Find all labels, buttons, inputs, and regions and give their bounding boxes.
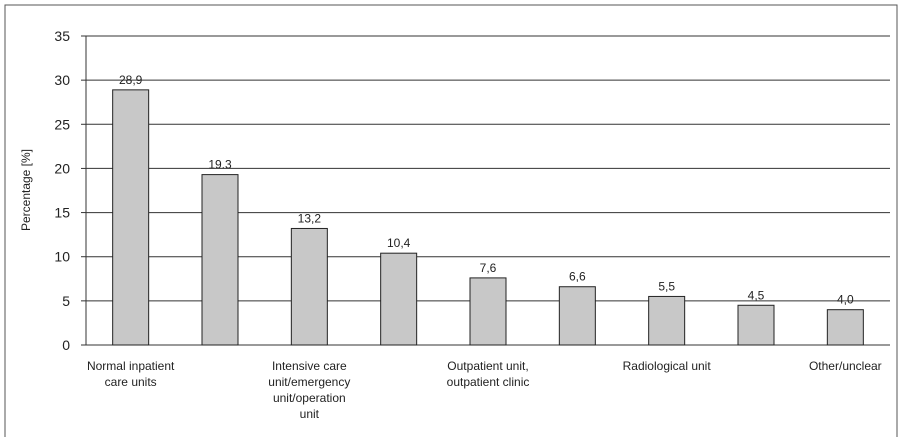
value-label: 4,5 (748, 288, 765, 302)
bar (201, 174, 239, 346)
y-tick-label: 30 (54, 72, 70, 88)
value-label: 5,5 (658, 279, 675, 293)
bar (380, 252, 418, 346)
y-tick-label: 15 (54, 205, 70, 221)
y-tick-label: 10 (54, 249, 70, 265)
bar (290, 227, 328, 346)
y-tick-label: 0 (62, 337, 70, 353)
bar (112, 89, 150, 346)
value-label: 6,6 (569, 270, 586, 284)
y-tick-label: 20 (54, 160, 70, 176)
y-tick-label: 35 (54, 28, 70, 44)
value-label: 10,4 (387, 236, 411, 250)
y-axis-label: Percentage [%] (19, 149, 33, 231)
bar (469, 277, 507, 346)
frame (4, 4, 898, 437)
bar (737, 304, 775, 346)
value-label: 28,9 (119, 73, 143, 87)
x-tick-label: Normal inpatient care units (87, 359, 175, 389)
y-tick-label: 5 (62, 293, 70, 309)
x-tick-label: Intensive care unit/emergency unit/operati… (268, 359, 350, 421)
bar (826, 309, 864, 346)
bar (648, 295, 686, 346)
value-label: 4,0 (837, 293, 854, 307)
value-label: 19.3 (208, 158, 232, 172)
value-label: 13,2 (298, 211, 322, 225)
value-label: 7,6 (480, 261, 497, 275)
x-tick-label: Other/unclear (809, 359, 882, 373)
bar (558, 286, 596, 346)
x-tick-label: Outpatient unit, outpatient clinic (447, 359, 530, 389)
y-tick-label: 25 (54, 116, 70, 132)
x-tick-label: Radiological unit (623, 359, 712, 373)
